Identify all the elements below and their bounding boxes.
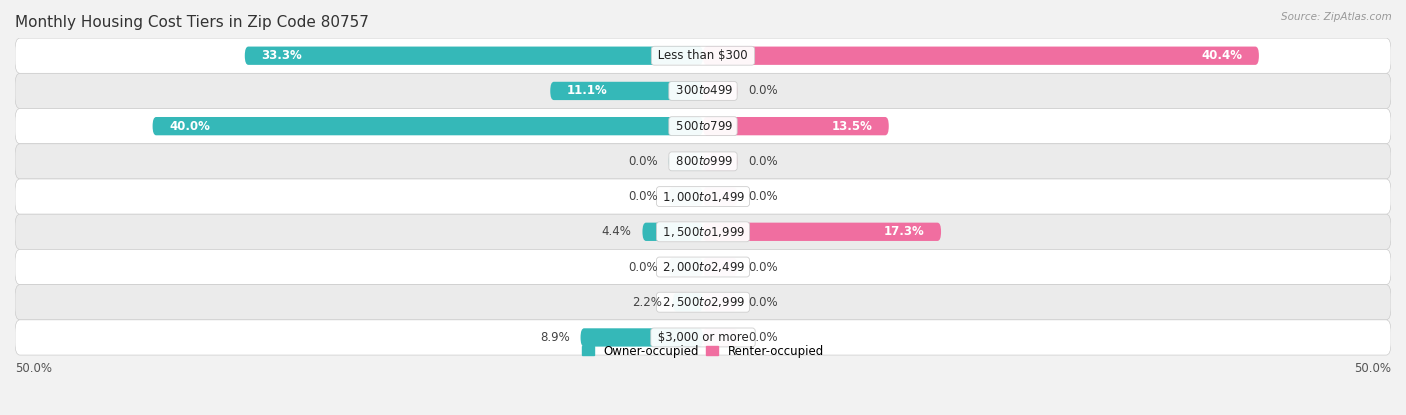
FancyBboxPatch shape	[15, 109, 1391, 144]
Text: 0.0%: 0.0%	[748, 296, 778, 309]
Text: $1,500 to $1,999: $1,500 to $1,999	[659, 225, 747, 239]
FancyBboxPatch shape	[15, 144, 1391, 179]
FancyBboxPatch shape	[703, 152, 737, 171]
Text: 4.4%: 4.4%	[602, 225, 631, 238]
FancyBboxPatch shape	[153, 117, 703, 135]
Text: 0.0%: 0.0%	[748, 190, 778, 203]
Text: 40.0%: 40.0%	[169, 120, 209, 133]
Text: $2,000 to $2,499: $2,000 to $2,499	[659, 260, 747, 274]
Text: 0.0%: 0.0%	[748, 331, 778, 344]
FancyBboxPatch shape	[15, 320, 1391, 355]
Text: 0.0%: 0.0%	[748, 155, 778, 168]
Text: 0.0%: 0.0%	[748, 84, 778, 98]
FancyBboxPatch shape	[669, 258, 703, 276]
Text: 0.0%: 0.0%	[628, 261, 658, 273]
FancyBboxPatch shape	[15, 38, 1391, 73]
Text: 8.9%: 8.9%	[540, 331, 569, 344]
Text: Less than $300: Less than $300	[654, 49, 752, 62]
Legend: Owner-occupied, Renter-occupied: Owner-occupied, Renter-occupied	[578, 340, 828, 363]
Text: 13.5%: 13.5%	[831, 120, 872, 133]
FancyBboxPatch shape	[15, 285, 1391, 320]
FancyBboxPatch shape	[703, 222, 941, 241]
FancyBboxPatch shape	[245, 46, 703, 65]
FancyBboxPatch shape	[15, 73, 1391, 109]
FancyBboxPatch shape	[703, 46, 1258, 65]
Text: $500 to $799: $500 to $799	[672, 120, 734, 133]
Text: $300 to $499: $300 to $499	[672, 84, 734, 98]
FancyBboxPatch shape	[550, 82, 703, 100]
FancyBboxPatch shape	[703, 328, 737, 347]
Text: $1,000 to $1,499: $1,000 to $1,499	[659, 190, 747, 204]
Text: $800 to $999: $800 to $999	[672, 155, 734, 168]
Text: 11.1%: 11.1%	[567, 84, 607, 98]
Text: 33.3%: 33.3%	[262, 49, 302, 62]
Text: 50.0%: 50.0%	[15, 362, 52, 375]
FancyBboxPatch shape	[703, 188, 737, 206]
Text: $3,000 or more: $3,000 or more	[654, 331, 752, 344]
FancyBboxPatch shape	[703, 82, 737, 100]
FancyBboxPatch shape	[703, 293, 737, 311]
FancyBboxPatch shape	[669, 188, 703, 206]
FancyBboxPatch shape	[703, 258, 737, 276]
Text: 40.4%: 40.4%	[1201, 49, 1243, 62]
FancyBboxPatch shape	[703, 117, 889, 135]
Text: 2.2%: 2.2%	[631, 296, 662, 309]
FancyBboxPatch shape	[669, 152, 703, 171]
Text: 50.0%: 50.0%	[1354, 362, 1391, 375]
FancyBboxPatch shape	[15, 249, 1391, 285]
Text: 0.0%: 0.0%	[748, 261, 778, 273]
FancyBboxPatch shape	[15, 214, 1391, 249]
Text: $2,500 to $2,999: $2,500 to $2,999	[659, 295, 747, 309]
Text: 0.0%: 0.0%	[628, 155, 658, 168]
FancyBboxPatch shape	[643, 222, 703, 241]
Text: Monthly Housing Cost Tiers in Zip Code 80757: Monthly Housing Cost Tiers in Zip Code 8…	[15, 15, 368, 30]
FancyBboxPatch shape	[672, 293, 703, 311]
Text: Source: ZipAtlas.com: Source: ZipAtlas.com	[1281, 12, 1392, 22]
FancyBboxPatch shape	[581, 328, 703, 347]
Text: 17.3%: 17.3%	[884, 225, 925, 238]
FancyBboxPatch shape	[15, 179, 1391, 214]
Text: 0.0%: 0.0%	[628, 190, 658, 203]
